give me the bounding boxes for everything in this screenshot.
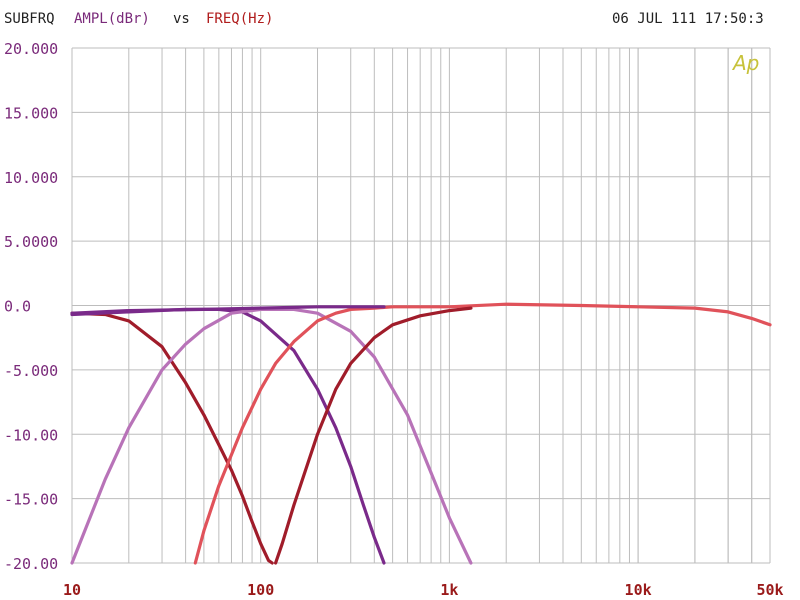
- y-tick-label: 15.000: [4, 104, 58, 122]
- series-line-2: [70, 307, 386, 565]
- series-line-1: [70, 311, 274, 565]
- x-tick-label: 10: [63, 581, 81, 599]
- series-line-3: [70, 307, 473, 565]
- y-tick-label: -10.00: [4, 426, 58, 444]
- y-tick-label: 10.000: [4, 169, 58, 187]
- y-tick-label: -15.00: [4, 491, 58, 509]
- header-vs: vs: [173, 11, 190, 27]
- series-line-4: [193, 302, 772, 565]
- x-tick-label: 100: [247, 581, 274, 599]
- x-tick-label: 50k: [756, 581, 783, 599]
- series-line-5: [274, 306, 473, 565]
- y-tick-label: 20.000: [4, 40, 58, 58]
- header-y-quantity: AMPL(dBr): [74, 11, 150, 27]
- y-tick-label: -20.00: [4, 555, 58, 573]
- series-lines: [70, 302, 772, 565]
- x-tick-label: 10k: [625, 581, 652, 599]
- x-tick-label: 1k: [440, 581, 458, 599]
- y-tick-label: 5.0000: [4, 233, 58, 251]
- y-tick-label: 0.0: [4, 298, 31, 316]
- ap-logo: Ap: [731, 51, 759, 75]
- x-tick-labels: 10 100 1k 10k 50k: [63, 581, 784, 599]
- y-tick-label: -5.000: [4, 362, 58, 380]
- header-x-quantity: FREQ(Hz): [206, 11, 273, 27]
- series-line-6: [70, 305, 386, 315]
- header-title-prefix: SUBFRQ: [4, 11, 55, 27]
- header-timestamp: 06 JUL 111 17:50:3: [612, 11, 764, 27]
- y-tick-labels: 20.000 15.000 10.000 5.0000 0.0 -5.000 -10.00 -…: [4, 40, 58, 573]
